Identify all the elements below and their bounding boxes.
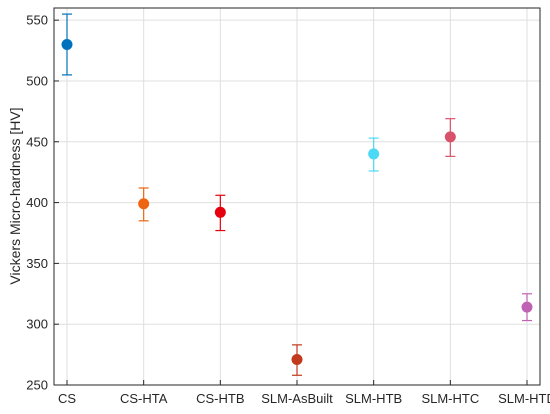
y-tick-label: 300 bbox=[26, 317, 48, 332]
grid-layer bbox=[54, 8, 540, 386]
y-tick-labels: 250 300 350 400 450 500 550 bbox=[26, 13, 48, 393]
x-tick-label: CS-HTA bbox=[120, 391, 168, 406]
x-tick-label: SLM-HTC bbox=[421, 391, 479, 406]
y-tick-label: 550 bbox=[26, 13, 48, 28]
data-point bbox=[521, 301, 533, 313]
y-tick-label: 400 bbox=[26, 195, 48, 210]
data-point bbox=[138, 198, 150, 210]
x-tick-labels: CS CS-HTA CS-HTB SLM-AsBuilt SLM-HTB SLM-HTC S… bbox=[58, 391, 550, 406]
y-tick-label: 250 bbox=[26, 378, 48, 393]
data-point bbox=[214, 206, 226, 218]
data-points bbox=[61, 38, 533, 365]
data-point bbox=[444, 131, 456, 143]
x-tick-label: CS bbox=[58, 391, 76, 406]
x-tick-label: SLM-HTB bbox=[345, 391, 402, 406]
y-tick-label: 500 bbox=[26, 73, 48, 88]
x-tick-label: SLM-AsBuilt bbox=[261, 391, 333, 406]
data-point bbox=[368, 148, 380, 160]
y-tick-label: 450 bbox=[26, 134, 48, 149]
data-point bbox=[61, 38, 73, 50]
y-tick-label: 350 bbox=[26, 256, 48, 271]
y-axis-label: Vickers Micro-hardness [HV] bbox=[7, 107, 23, 284]
data-point bbox=[291, 353, 303, 365]
x-tick-label: CS-HTB bbox=[196, 391, 244, 406]
plot-frame bbox=[53, 7, 541, 386]
x-tick-label: SLM-HTD bbox=[498, 391, 550, 406]
